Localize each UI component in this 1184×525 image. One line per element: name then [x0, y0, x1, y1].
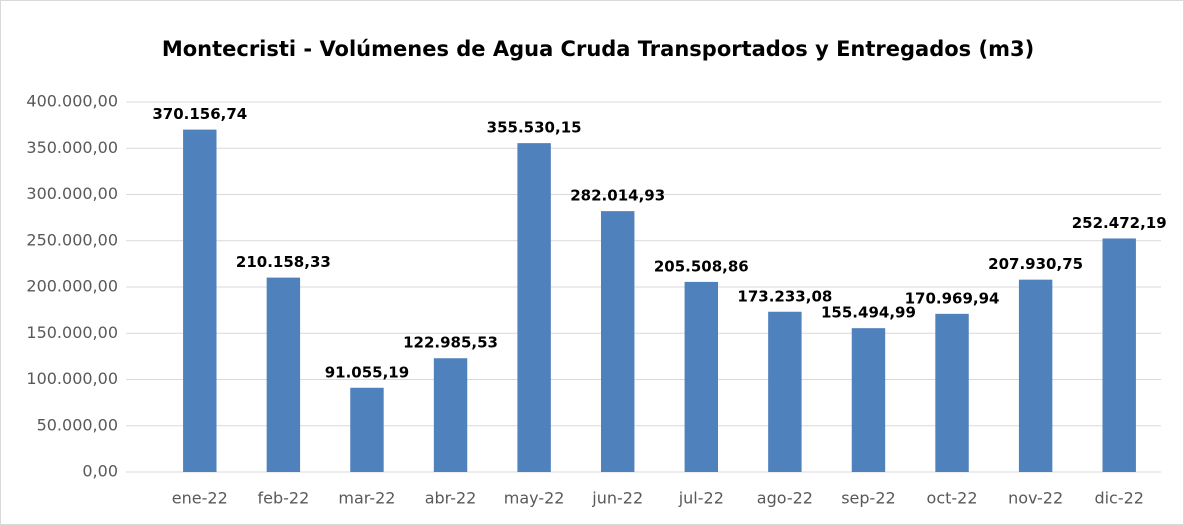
x-tick-label: jun-22	[591, 489, 643, 508]
y-tick-label: 250.000,00	[26, 230, 118, 249]
bar	[183, 129, 217, 472]
x-tick-label: oct-22	[927, 489, 978, 508]
y-tick-label: 300.000,00	[26, 184, 118, 203]
bar	[1102, 238, 1136, 472]
y-tick-label: 200.000,00	[26, 277, 118, 296]
y-tick-label: 150.000,00	[26, 323, 118, 342]
bar	[600, 211, 635, 473]
y-tick-label: 350.000,00	[26, 138, 118, 157]
value-label: 173.233,08	[737, 287, 832, 305]
value-label: 155.494,99	[821, 304, 916, 322]
x-tick-label: sep-22	[841, 489, 895, 508]
bar	[517, 143, 551, 472]
y-tick-label: 400.000,00	[26, 92, 118, 111]
x-tick-label: abr-22	[425, 489, 477, 508]
value-label: 282.014,93	[570, 187, 665, 205]
value-label: 370.156,74	[152, 105, 247, 123]
chart-title: Montecristi - Volúmenes de Agua Cruda Tr…	[162, 37, 1034, 61]
bar	[350, 387, 384, 472]
value-label: 91.055,19	[325, 363, 409, 381]
bar	[433, 358, 468, 472]
value-label: 205.508,86	[654, 257, 749, 275]
x-tick-label: ene-22	[172, 489, 228, 508]
x-tick-label: may-22	[504, 489, 565, 508]
x-tick-label: dic-22	[1094, 489, 1144, 508]
bar	[1018, 279, 1053, 472]
value-label: 170.969,94	[905, 289, 1000, 307]
bar	[768, 311, 802, 472]
bar	[851, 328, 886, 472]
x-tick-label: jul-22	[678, 489, 724, 508]
value-label: 122.985,53	[403, 334, 498, 352]
x-tick-label: ago-22	[757, 489, 813, 508]
value-label: 355.530,15	[487, 119, 582, 137]
bar	[266, 277, 301, 472]
value-label: 210.158,33	[236, 253, 331, 271]
value-label: 207.930,75	[988, 255, 1083, 273]
x-tick-label: nov-22	[1008, 489, 1063, 508]
y-tick-label: 50.000,00	[37, 415, 118, 434]
bar	[935, 313, 969, 472]
x-tick-label: mar-22	[338, 489, 395, 508]
bar	[684, 281, 719, 472]
value-label: 252.472,19	[1072, 214, 1167, 232]
x-tick-label: feb-22	[257, 489, 309, 508]
y-tick-label: 100.000,00	[26, 369, 118, 388]
y-tick-label: 0,00	[82, 462, 118, 481]
